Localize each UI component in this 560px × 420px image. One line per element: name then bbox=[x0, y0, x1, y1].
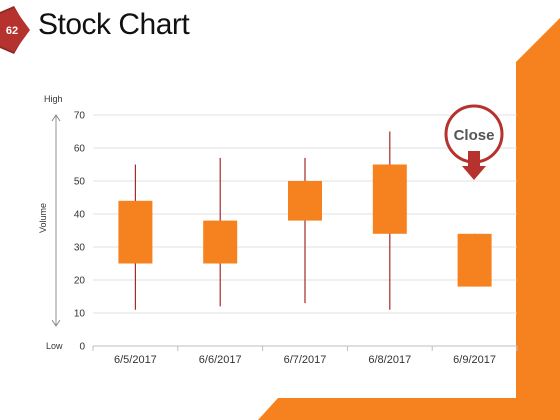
y-tick-label: 40 bbox=[74, 210, 86, 221]
x-tick-label: 6/8/2017 bbox=[368, 354, 411, 366]
y-tick-label: 50 bbox=[74, 177, 86, 188]
x-tick-label: 6/5/2017 bbox=[114, 354, 157, 366]
y-tick-label: 10 bbox=[74, 309, 86, 320]
candle-body bbox=[372, 164, 407, 234]
callout-arrow-down-icon bbox=[462, 166, 486, 180]
close-callout-label: Close bbox=[454, 127, 495, 144]
callout-arrow-shaft bbox=[468, 151, 480, 167]
y-tick-label: 30 bbox=[74, 243, 86, 254]
bottom-accent-shape bbox=[258, 398, 560, 420]
y-tick-label: 0 bbox=[79, 342, 85, 353]
candle-body bbox=[203, 220, 238, 264]
page-number: 62 bbox=[6, 25, 18, 37]
y-tick-label: 70 bbox=[74, 111, 86, 122]
arrow-up-icon bbox=[51, 114, 61, 122]
y-tick-label: 20 bbox=[74, 276, 86, 287]
low-label: Low bbox=[46, 341, 63, 351]
slide-title: Stock Chart bbox=[38, 8, 190, 41]
page-badge bbox=[0, 8, 30, 52]
arrow-down-icon bbox=[51, 319, 61, 327]
x-tick-label: 6/6/2017 bbox=[199, 354, 242, 366]
right-accent-shape bbox=[516, 18, 560, 420]
candle-body bbox=[457, 233, 492, 287]
close-callout: Close bbox=[444, 104, 504, 180]
x-tick-label: 6/7/2017 bbox=[284, 354, 327, 366]
high-label: High bbox=[44, 94, 63, 104]
candle-body bbox=[118, 200, 153, 264]
candle-body bbox=[288, 181, 322, 221]
y-tick-label: 60 bbox=[74, 144, 86, 155]
x-tick-label: 6/9/2017 bbox=[453, 354, 496, 366]
